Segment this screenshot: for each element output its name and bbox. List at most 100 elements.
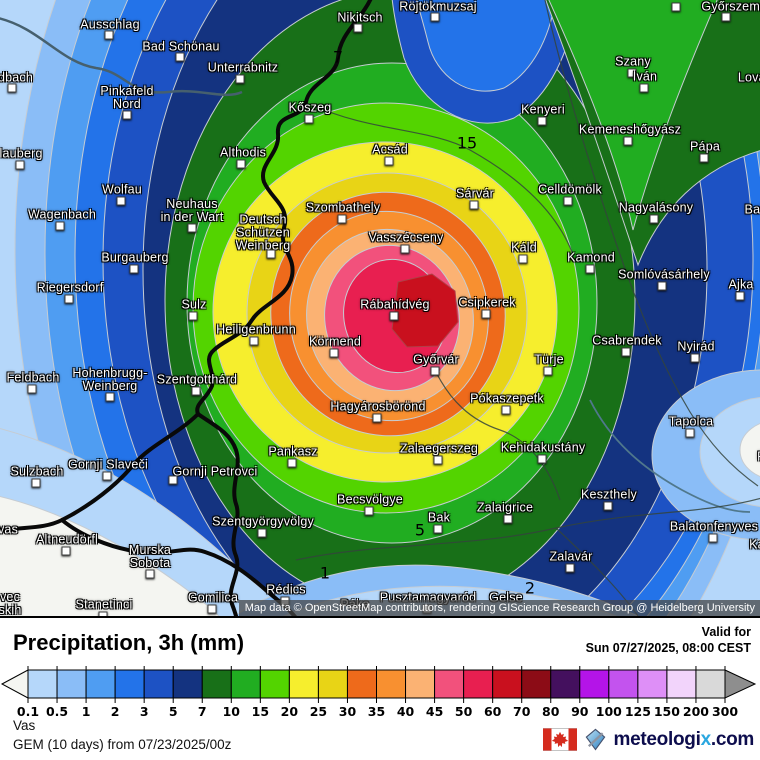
town-label: Szentgotthárd [156, 372, 238, 387]
town-marker [55, 221, 65, 231]
town-label: Csabrendek [592, 333, 662, 348]
town-marker [649, 214, 659, 224]
border-slovenia-south [60, 518, 297, 616]
scale-cell [346, 669, 378, 699]
town-label: Szentgyörgyvölgy [212, 514, 314, 529]
town-label: Wolfau [102, 182, 142, 197]
town-marker [537, 454, 547, 464]
town-label: Gornji Slaveči [68, 457, 148, 472]
town-label: Stanetinci [75, 597, 133, 612]
town-label: Burgauberg [101, 250, 169, 265]
scale-cell [172, 669, 203, 699]
town-marker [7, 83, 17, 93]
scale-value-label: 100 [596, 704, 622, 719]
scale-cell [521, 669, 552, 699]
town-label: ldbach [0, 70, 34, 85]
se-pale-blob [699, 397, 760, 507]
border-hungary-slovenia [196, 412, 240, 616]
town-label: Althodis [219, 145, 267, 160]
town-label: Pápa [690, 139, 720, 154]
scale-cell [695, 669, 726, 699]
scale-overflow-arrow [724, 669, 757, 699]
town-label: Kapolcs [749, 537, 760, 552]
scale-cell [608, 669, 639, 699]
town-marker [257, 528, 267, 538]
scale-cell [637, 669, 668, 699]
town-marker [501, 405, 511, 415]
scale-value-label: 150 [654, 704, 680, 719]
scale-value-label: 10 [223, 704, 241, 719]
town-label: Ajka [728, 277, 754, 292]
scale-value-label: 7 [198, 704, 207, 719]
town-label: Csipkerek [458, 295, 516, 310]
town-label: Kehidakustány [500, 440, 586, 455]
town-label: Pókaszepetk [470, 391, 544, 406]
town-label: Körmend [308, 334, 362, 349]
contour-value-label: 15 [456, 133, 478, 153]
town-marker [565, 563, 575, 573]
town-marker [433, 455, 443, 465]
town-marker [15, 160, 25, 170]
town-label: vec skih [0, 590, 22, 617]
town-label: Kőszeg [288, 100, 332, 115]
contour-value-label: 2 [524, 578, 536, 598]
scale-cell [288, 669, 319, 699]
scale-value-label: 200 [683, 704, 709, 719]
town-label: Altneudörfl [36, 532, 98, 547]
town-marker [518, 254, 528, 264]
town-label: Somlóvásárhely [618, 267, 710, 282]
color-scale: 0.1 0.5 1 2 3 5 7 10 15 20 25 30 35 40 45 50 60 70 80 90 100… [0, 666, 757, 719]
brand-suffix: .com [710, 728, 754, 750]
scale-value-label: 125 [625, 704, 651, 719]
town-label: Rábahídvég [360, 297, 430, 312]
town-label: Nagyalásony [618, 200, 694, 215]
scale-value-label: 15 [252, 704, 269, 719]
scale-cell [434, 669, 465, 699]
town-marker [187, 223, 197, 233]
town-label: Hohenbrugg- Weinberg [72, 366, 148, 393]
town-label: Riegersdorf [36, 280, 104, 295]
map-attribution: Map data © OpenStreetMap contributors, r… [238, 600, 760, 616]
district-line-center [435, 371, 561, 501]
scale-value-label: 0.5 [46, 704, 68, 719]
town-marker [287, 458, 297, 468]
valid-time-block: Valid for Sun 07/27/2025, 08:00 CEST [586, 624, 751, 656]
town-marker [699, 153, 709, 163]
town-label: Pankasz [268, 444, 318, 459]
town-marker [27, 384, 37, 394]
town-marker [122, 110, 132, 120]
town-marker [188, 311, 198, 321]
town-marker [543, 366, 553, 376]
border-austria-hungary [195, 0, 373, 416]
scale-value-label: 2 [111, 704, 120, 719]
town-label: Bakony [744, 202, 760, 217]
town-marker [337, 214, 347, 224]
scale-cell [550, 669, 581, 699]
town-label: Hagyárosbörönd [330, 399, 426, 414]
town-marker [102, 471, 112, 481]
scale-value-label: 30 [339, 704, 357, 719]
town-marker [98, 611, 108, 616]
scale-value-label: 5 [169, 704, 178, 719]
scale-cell [317, 669, 348, 699]
town-label: Keszthely [581, 487, 637, 502]
town-marker [64, 294, 74, 304]
town-label: Türje [534, 352, 564, 367]
scale-value-label: 80 [542, 704, 560, 719]
town-label: Wagenbach [27, 207, 97, 222]
town-label: Pinkafeld Nord [100, 84, 154, 111]
town-label: Nikitsch [337, 10, 383, 25]
town-label: Bad Schönau [142, 39, 220, 54]
town-label: Acsád [372, 142, 408, 157]
town-marker [329, 348, 339, 358]
town-marker [627, 68, 637, 78]
town-marker [384, 156, 394, 166]
town-label: Győrszemere [701, 0, 760, 14]
town-label: Deutsch Schützen Weinberg [235, 212, 291, 253]
brand-block[interactable]: meteologix.com [542, 728, 754, 751]
town-marker [430, 12, 440, 22]
scale-cell [463, 669, 494, 699]
